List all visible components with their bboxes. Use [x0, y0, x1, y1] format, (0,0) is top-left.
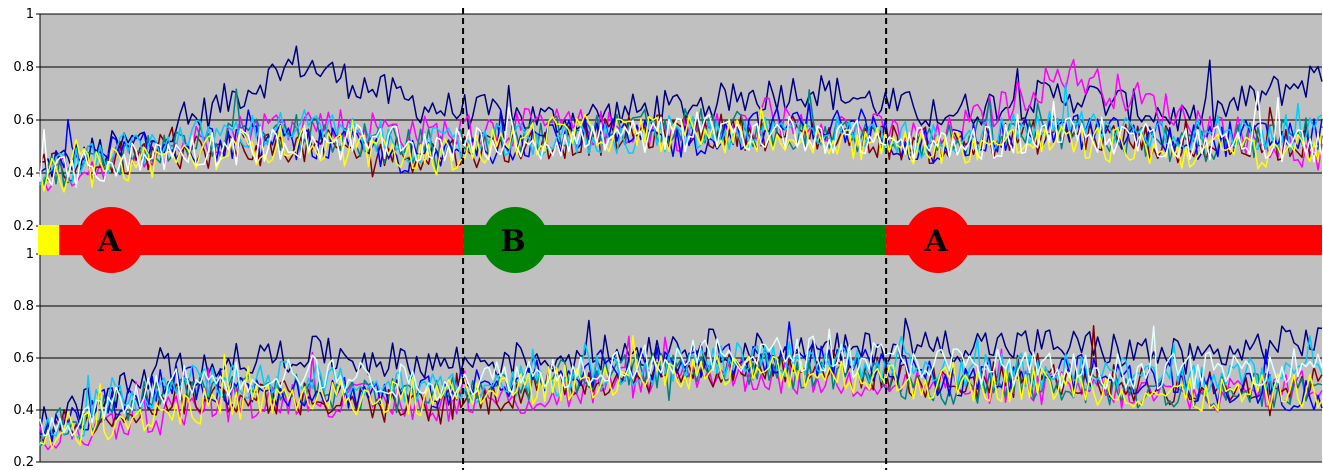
- phase-label: A: [97, 224, 122, 259]
- y-tick-label: 0.6: [13, 113, 34, 128]
- phase-label: A: [923, 224, 948, 259]
- phase-circle: [905, 207, 972, 273]
- y-tick-label: 0.2: [13, 219, 34, 234]
- phase-label: B: [500, 224, 525, 259]
- baseline-block: [38, 225, 60, 255]
- phase-circle: [482, 207, 549, 273]
- series-line: [39, 335, 1323, 450]
- y-tick-label: 0.4: [13, 403, 34, 418]
- series-line: [39, 45, 1323, 178]
- y-tick-label: 0.2: [13, 455, 34, 470]
- y-tick-label: 1: [26, 247, 34, 262]
- y-tick-label: 1: [26, 7, 34, 22]
- y-tick-label: 0.6: [13, 351, 34, 366]
- phase-circle: [78, 207, 145, 273]
- top-chart-panel: 1 0.8 0.6 0.4 0.2: [13, 7, 1323, 234]
- series-line: [39, 335, 1323, 446]
- series-line: [39, 90, 1323, 188]
- y-tick-label: 0.4: [13, 166, 34, 181]
- y-tick-label: 0.8: [13, 60, 34, 75]
- bottom-chart-panel: 1 0.8 0.6 0.4 0.2: [13, 247, 1323, 470]
- y-tick-label: 0.8: [13, 299, 34, 314]
- series-line: [39, 325, 1323, 437]
- series-line: [39, 82, 1323, 185]
